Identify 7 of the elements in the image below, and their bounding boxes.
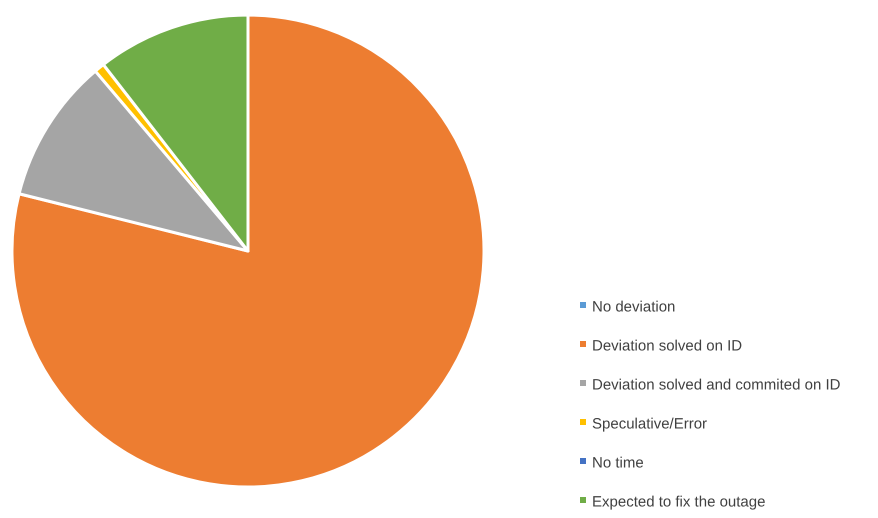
- legend-label: Deviation solved and commited on ID: [592, 376, 841, 394]
- legend-label: Speculative/Error: [592, 415, 708, 432]
- legend-label: Deviation solved on ID: [592, 337, 742, 354]
- legend-label: No deviation: [592, 298, 676, 316]
- legend-label: Expected to fix the outage: [592, 493, 766, 510]
- pie-slice: [10, 14, 486, 488]
- legend-label: No time: [592, 454, 644, 472]
